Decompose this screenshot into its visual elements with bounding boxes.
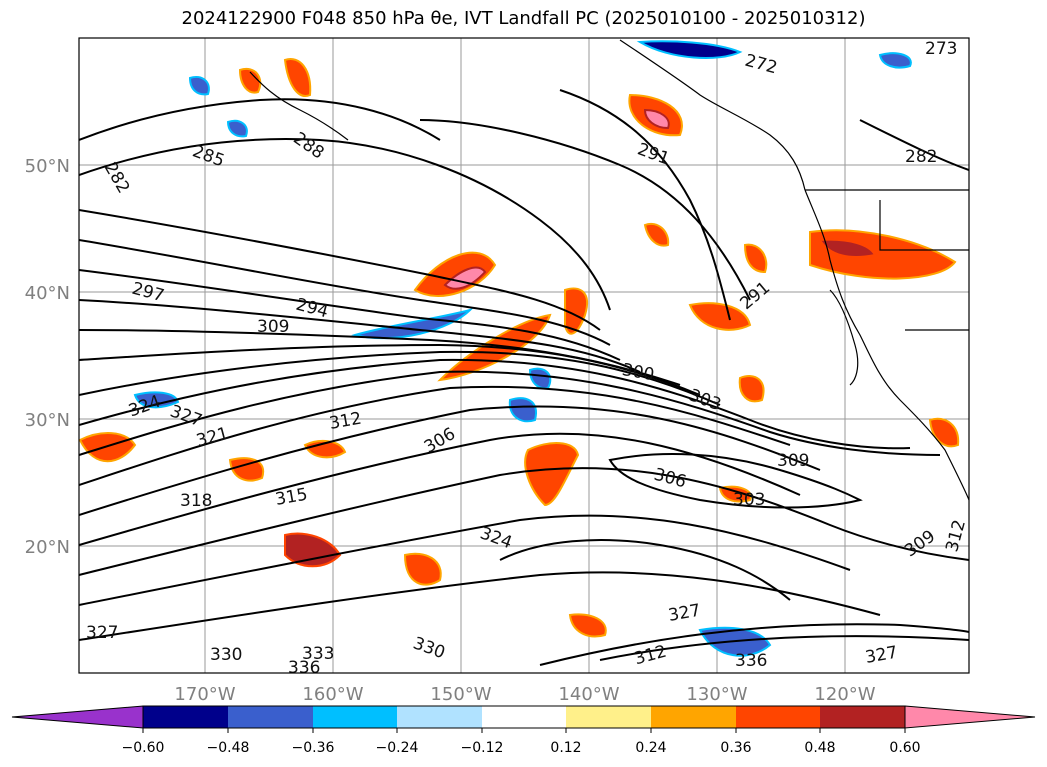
colorbar-border [142, 705, 906, 729]
ivt-shading [79, 40, 960, 657]
shade-patch [718, 485, 752, 503]
shade-patch [743, 243, 768, 274]
colorbar-tick-label: 0.36 [720, 740, 751, 756]
shade-patch [688, 302, 752, 331]
contour-label: 303 [733, 490, 765, 510]
shade-patch [818, 238, 877, 258]
colorbar-tick-label: 0.60 [889, 740, 920, 756]
lon-label: 150°W [430, 684, 491, 705]
colorbar-segment [313, 706, 397, 728]
map-content: 282 285 288 291 297 294 309 324 327 321 … [79, 38, 969, 678]
colorbar-segment [143, 706, 228, 728]
shade-patch [738, 375, 765, 403]
shade-patch [188, 76, 210, 96]
shade-patch [564, 287, 588, 335]
shade-patch [228, 457, 265, 482]
shade-patch [403, 552, 442, 586]
shade-patch [133, 391, 180, 409]
map-title: 2024122900 F048 850 hPa θe, IVT Landfall… [181, 8, 866, 29]
shade-patch [226, 119, 248, 138]
colorbar-segment [566, 706, 651, 728]
colorbar-tick-label: 0.48 [804, 740, 835, 756]
shade-patch [508, 397, 537, 423]
colorbar-tick-label: −0.36 [292, 740, 335, 756]
colorbar-tick-label: −0.24 [376, 740, 419, 756]
colorbar-segment [651, 706, 736, 728]
shade-patch [636, 40, 743, 59]
shade-patch [413, 251, 497, 297]
colorbar-tick-label: −0.12 [461, 740, 504, 756]
lon-label: 140°W [558, 684, 619, 705]
colorbar: −0.60 −0.48 −0.36 −0.24 −0.12 0.12 0.24 … [11, 705, 1036, 756]
longitude-labels: 170°W 160°W 150°W 140°W 130°W 120°W [174, 684, 875, 705]
colorbar-segment [736, 706, 820, 728]
contour-label: 282 [905, 147, 937, 167]
lon-label: 170°W [174, 684, 235, 705]
lat-label: 30°N [25, 410, 70, 431]
colorbar-low-extend [11, 705, 144, 729]
contour-label: 318 [180, 491, 212, 511]
contour-label: 336 [288, 658, 320, 678]
shade-patch [238, 67, 262, 94]
contour-label: 336 [735, 651, 767, 671]
lat-label: 40°N [25, 283, 70, 304]
lat-label: 50°N [25, 156, 70, 177]
colorbar-tick-label: −0.48 [207, 740, 250, 756]
colorbar-tick-label: 0.12 [550, 740, 581, 756]
lat-label: 20°N [25, 537, 70, 558]
lon-label: 160°W [302, 684, 363, 705]
colorbar-tick-label: 0.24 [635, 740, 666, 756]
colorbar-ticks [142, 728, 906, 733]
colorbar-tick-label: −0.60 [122, 740, 165, 756]
lon-label: 130°W [686, 684, 747, 705]
map-frame [78, 37, 970, 674]
contour-label: 327 [86, 623, 118, 643]
contour-label: 309 [777, 451, 809, 471]
theta-e-contours [79, 89, 969, 666]
gridlines [79, 38, 969, 673]
colorbar-high-extend [904, 705, 1036, 729]
shade-patch [443, 266, 487, 290]
shade-patch [568, 613, 607, 638]
latitude-labels: 50°N 40°N 30°N 20°N [25, 156, 70, 558]
shade-patch [643, 222, 670, 247]
contour-label: 333 [302, 644, 334, 664]
lon-label: 120°W [814, 684, 875, 705]
shade-patch [878, 52, 912, 69]
colorbar-segment [397, 706, 482, 728]
shade-patch [283, 58, 312, 97]
contour-label: 330 [210, 645, 242, 665]
colorbar-segment [228, 706, 313, 728]
colorbar-segment [482, 706, 566, 728]
shade-patch [643, 108, 670, 130]
contour-labels: 282 285 288 291 297 294 309 324 327 321 … [86, 39, 969, 678]
coastlines [249, 39, 969, 501]
shade-patch [524, 442, 580, 507]
contour-label: 273 [925, 39, 957, 59]
shade-patch [928, 417, 960, 448]
colorbar-segment [820, 706, 905, 728]
contour-label: 309 [257, 317, 289, 337]
